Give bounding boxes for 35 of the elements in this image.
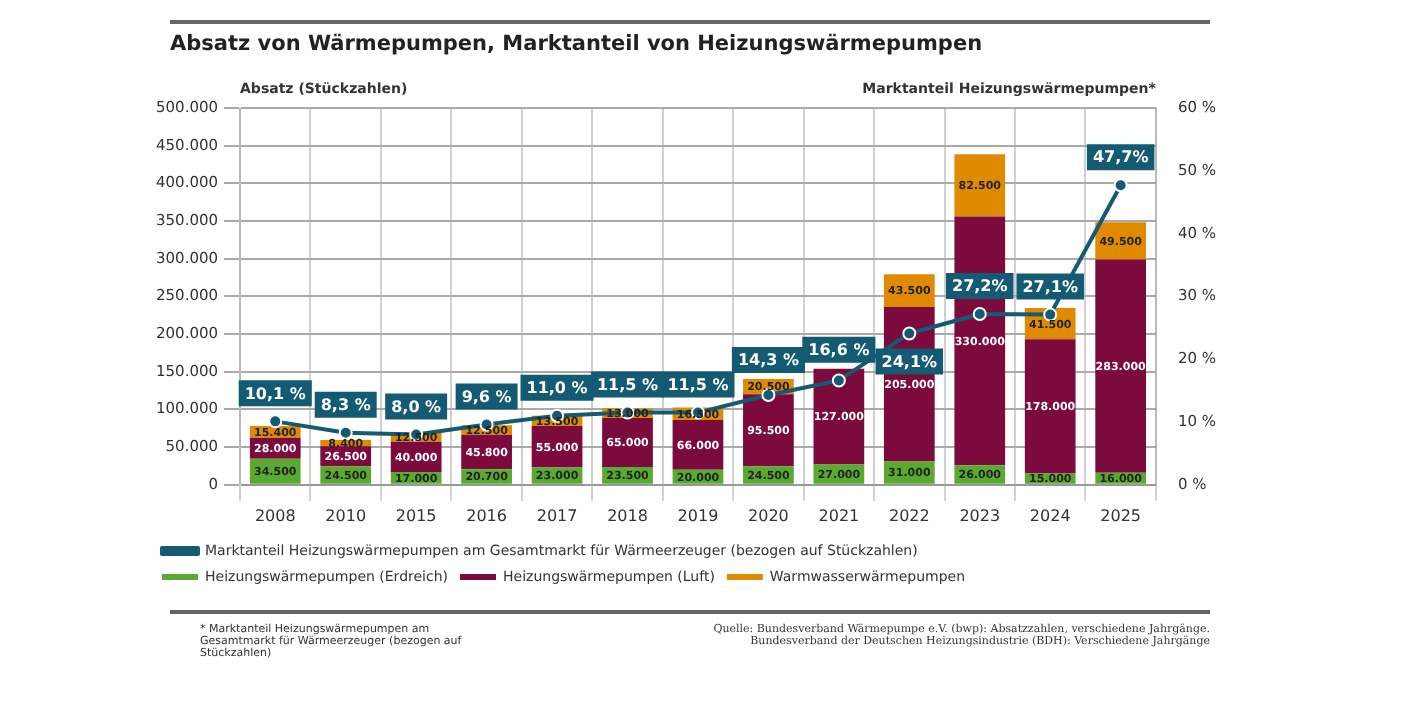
data-label: 24,1% <box>881 352 938 371</box>
data-label: 11,0 % <box>526 378 588 397</box>
bar <box>1095 259 1147 473</box>
x-tick-label: 2020 <box>748 506 789 525</box>
x-tick-label: 2008 <box>254 506 296 525</box>
bar <box>1024 339 1076 474</box>
x-tick-label: 2019 <box>677 506 719 525</box>
data-label: 9,6 % <box>461 387 512 406</box>
x-tick-label: 2018 <box>607 506 648 525</box>
point <box>902 326 917 341</box>
x-tick-label: 2010 <box>325 506 367 525</box>
data-label: 16,6 % <box>808 340 870 359</box>
x-tick-label: 2024 <box>1029 506 1071 525</box>
data-label: 14,3 % <box>737 351 799 370</box>
data-label: 8,3 % <box>320 395 371 414</box>
point <box>972 306 987 321</box>
x-tick-label: 2025 <box>1100 506 1142 525</box>
x-tick-label: 2016 <box>466 506 507 525</box>
data-label: 10,1 % <box>244 384 306 403</box>
chart-title: Absatz von Wärmepumpen, Marktanteil von Heizungswärmepumpen <box>170 20 1210 56</box>
data-label: 11,5 % <box>667 375 729 394</box>
data-label: 11,5 % <box>596 375 659 394</box>
point <box>1113 178 1128 193</box>
bar <box>813 368 865 465</box>
x-tick-label: 2021 <box>818 506 860 525</box>
data-label: 47,7% <box>1092 148 1149 167</box>
data-label: 27,2% <box>952 277 1008 296</box>
x-tick-label: 2023 <box>959 506 1001 525</box>
x-tick-label: 2022 <box>888 506 930 525</box>
data-label: 27,1% <box>1022 277 1078 296</box>
x-tick-label: 2017 <box>536 506 578 525</box>
point <box>831 373 846 388</box>
x-tick-label: 2015 <box>395 506 437 525</box>
bar <box>954 154 1006 217</box>
data-label: 8,0 % <box>391 397 442 416</box>
